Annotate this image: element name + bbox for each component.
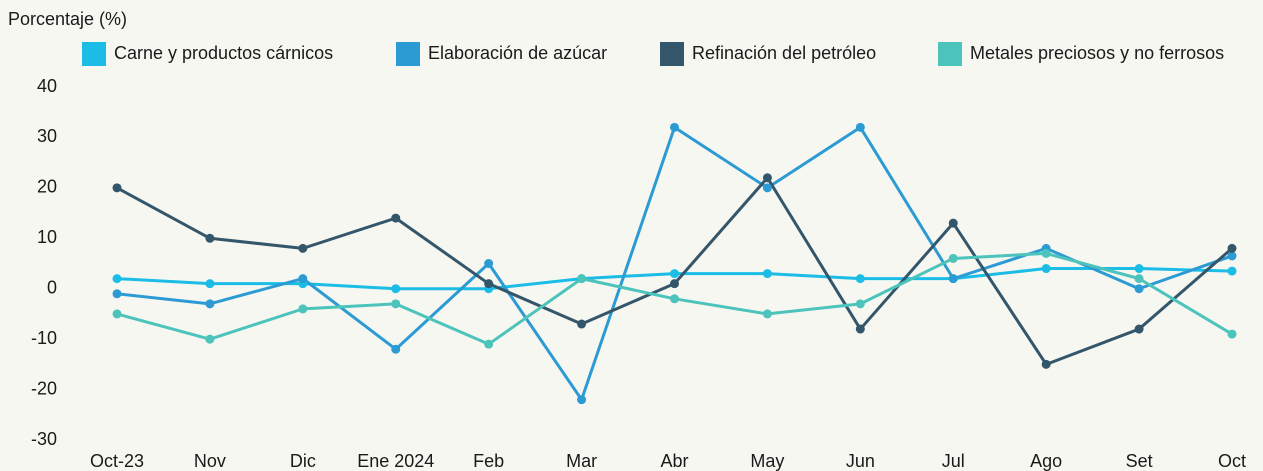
data-point bbox=[855, 324, 865, 334]
data-point bbox=[1134, 324, 1144, 334]
data-point bbox=[762, 309, 772, 319]
y-tick-label: -20 bbox=[31, 378, 57, 398]
data-point bbox=[1134, 264, 1144, 274]
x-tick-label: Dic bbox=[290, 451, 316, 471]
data-point bbox=[298, 243, 308, 253]
legend-label: Elaboración de azúcar bbox=[428, 43, 607, 63]
data-point bbox=[855, 299, 865, 309]
data-point bbox=[1134, 284, 1144, 294]
data-point bbox=[1134, 274, 1144, 284]
data-point bbox=[1041, 359, 1051, 369]
data-point bbox=[948, 253, 958, 263]
data-point bbox=[577, 395, 587, 405]
y-axis-label: Porcentaje (%) bbox=[8, 9, 127, 29]
y-tick-label: 20 bbox=[37, 177, 57, 197]
data-point bbox=[112, 289, 122, 299]
x-tick-label: Oct bbox=[1218, 451, 1246, 471]
data-point bbox=[670, 294, 679, 304]
legend-label: Refinación del petróleo bbox=[692, 43, 876, 63]
y-tick-label: 10 bbox=[37, 227, 57, 247]
data-point bbox=[1227, 251, 1237, 261]
x-tick-label: May bbox=[750, 451, 784, 471]
data-point bbox=[577, 274, 587, 284]
y-tick-label: -10 bbox=[31, 328, 57, 348]
data-point bbox=[484, 339, 494, 349]
data-point bbox=[112, 274, 122, 284]
legend-swatch bbox=[938, 42, 962, 66]
data-point bbox=[855, 122, 865, 132]
x-tick-label: Oct-23 bbox=[90, 451, 144, 471]
data-point bbox=[948, 218, 958, 228]
data-point bbox=[298, 304, 308, 314]
data-point bbox=[855, 274, 865, 284]
y-tick-label: 0 bbox=[47, 277, 57, 297]
data-point bbox=[484, 259, 494, 268]
data-point bbox=[205, 299, 215, 309]
data-point bbox=[948, 274, 958, 284]
data-point bbox=[1227, 266, 1237, 276]
x-tick-label: Ene 2024 bbox=[357, 451, 434, 471]
y-tick-label: 40 bbox=[37, 76, 57, 96]
x-tick-label: Mar bbox=[566, 451, 597, 471]
data-point bbox=[1041, 264, 1051, 274]
data-point bbox=[670, 269, 679, 279]
data-point bbox=[391, 213, 401, 223]
data-point bbox=[1227, 243, 1237, 253]
x-tick-label: Nov bbox=[194, 451, 226, 471]
legend-label: Metales preciosos y no ferrosos bbox=[970, 43, 1224, 63]
legend-swatch bbox=[660, 42, 684, 66]
x-tick-label: Set bbox=[1126, 451, 1153, 471]
data-point bbox=[391, 344, 401, 354]
x-tick-label: Jun bbox=[846, 451, 875, 471]
data-point bbox=[391, 284, 401, 294]
data-point bbox=[298, 274, 308, 284]
y-tick-label: 30 bbox=[37, 126, 57, 146]
x-tick-label: Jul bbox=[942, 451, 965, 471]
data-point bbox=[205, 334, 215, 344]
data-point bbox=[112, 309, 122, 319]
data-point bbox=[205, 279, 215, 289]
x-tick-label: Ago bbox=[1030, 451, 1062, 471]
data-point bbox=[762, 183, 772, 193]
data-point bbox=[112, 183, 122, 193]
legend-swatch bbox=[82, 42, 106, 66]
data-point bbox=[762, 269, 772, 279]
legend-swatch bbox=[396, 42, 420, 66]
data-point bbox=[391, 299, 401, 309]
data-point bbox=[1041, 248, 1051, 258]
data-point bbox=[670, 279, 679, 289]
data-point bbox=[484, 279, 494, 289]
legend-label: Carne y productos cárnicos bbox=[114, 43, 333, 63]
x-tick-label: Feb bbox=[473, 451, 504, 471]
data-point bbox=[577, 319, 587, 329]
data-point bbox=[1227, 329, 1237, 339]
x-tick-label: Abr bbox=[660, 451, 688, 471]
data-point bbox=[205, 233, 215, 243]
data-point bbox=[670, 122, 679, 132]
data-point bbox=[762, 173, 772, 183]
y-tick-label: -30 bbox=[31, 429, 57, 449]
